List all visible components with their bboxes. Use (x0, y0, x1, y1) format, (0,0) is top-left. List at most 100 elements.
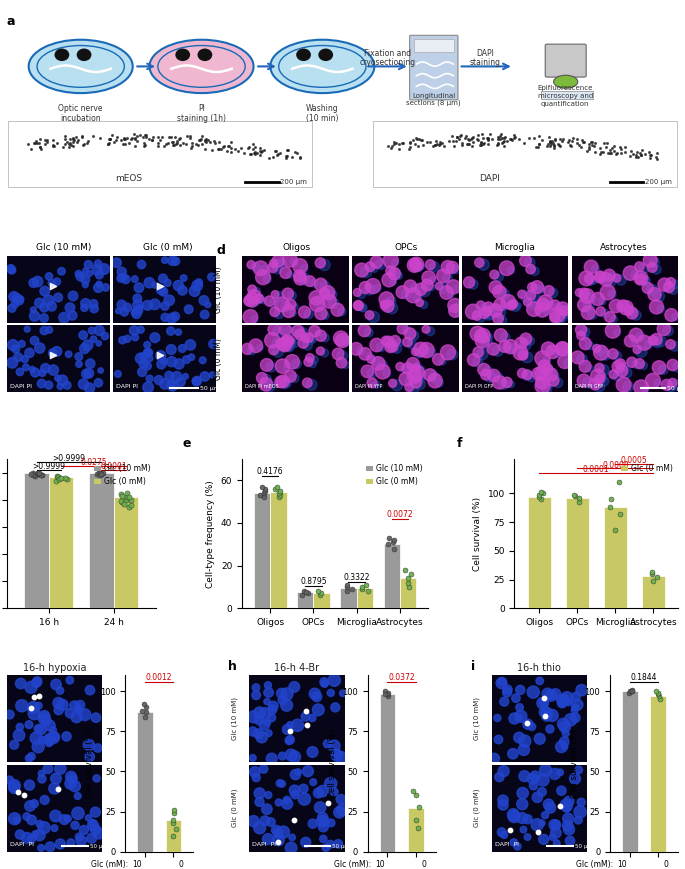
Text: Oligos: Oligos (283, 242, 311, 252)
Point (155, 34, 166, 48)
Point (463, 137, 474, 151)
Point (129, 132, 140, 146)
Point (428, 139, 439, 153)
Point (446, 59, 457, 73)
Point (117, 495, 128, 509)
Point (97, 467, 108, 481)
Point (77, 129, 88, 143)
Point (675, 76, 685, 90)
Point (115, 133, 126, 147)
Point (537, 606, 548, 620)
Point (345, 109, 356, 123)
Point (659, 0, 670, 3)
Point (482, 587, 493, 601)
Point (369, 275, 380, 289)
Point (28, 136, 39, 149)
Point (141, 128, 152, 142)
Point (412, 820, 423, 834)
Point (124, 490, 135, 504)
Point (172, 168, 183, 182)
Point (451, 134, 462, 148)
Text: cryosectioning: cryosectioning (360, 58, 416, 68)
Point (624, 686, 635, 700)
Point (474, 138, 485, 152)
Point (95, 467, 106, 481)
Text: 0: 0 (179, 860, 184, 869)
Point (536, 133, 547, 147)
Point (440, 507, 451, 521)
Point (555, 192, 566, 206)
Point (574, 494, 585, 508)
Text: 0.4176: 0.4176 (257, 468, 284, 476)
Point (597, 227, 608, 241)
Point (552, 123, 563, 137)
Point (275, 146, 286, 160)
Point (625, 149, 636, 163)
Ellipse shape (296, 49, 311, 61)
Point (482, 134, 493, 148)
Point (384, 115, 395, 129)
Text: i: i (471, 660, 475, 673)
Bar (314, 594, 330, 608)
Point (79, 137, 90, 151)
Point (250, 145, 261, 159)
Point (78, 138, 89, 152)
Point (601, 136, 612, 149)
Point (310, 174, 321, 188)
Point (638, 91, 649, 105)
Point (125, 132, 136, 146)
Point (403, 572, 414, 586)
Point (386, 139, 397, 153)
Point (480, 482, 491, 496)
Text: 0.0372: 0.0372 (388, 673, 415, 682)
Point (558, 696, 569, 710)
Point (345, 651, 356, 665)
Point (377, 74, 388, 88)
Point (342, 578, 353, 592)
Point (35, 140, 46, 154)
Point (655, 693, 666, 706)
Text: staining: staining (470, 58, 501, 68)
Point (158, 139, 169, 153)
Point (540, 163, 551, 177)
Point (169, 646, 179, 660)
Point (369, 141, 379, 155)
Point (678, 165, 685, 179)
Bar (408, 808, 423, 852)
Point (475, 135, 486, 149)
Point (586, 87, 597, 101)
Point (534, 488, 545, 501)
Point (243, 140, 254, 154)
Point (331, 300, 342, 314)
Point (257, 143, 268, 157)
Point (650, 196, 661, 210)
Point (34, 466, 45, 480)
Point (112, 130, 123, 144)
Point (392, 142, 403, 156)
Point (201, 286, 212, 300)
Point (411, 131, 422, 145)
Point (571, 136, 582, 150)
Point (653, 687, 664, 701)
Point (163, 129, 174, 143)
Point (456, 129, 467, 143)
Point (488, 533, 499, 547)
Point (126, 131, 137, 145)
Point (505, 282, 516, 295)
Point (508, 128, 519, 142)
Point (416, 92, 427, 106)
Text: Glc (0 mM): Glc (0 mM) (232, 789, 238, 827)
Point (660, 255, 671, 269)
Point (50, 474, 61, 488)
Point (422, 135, 433, 149)
Point (275, 484, 286, 498)
Text: 200 µm: 200 µm (645, 180, 671, 185)
Point (434, 24, 445, 38)
Point (336, 409, 347, 423)
Text: PI
staining (1h): PI staining (1h) (177, 103, 226, 123)
Point (434, 135, 445, 149)
Point (494, 132, 505, 146)
Point (669, 74, 680, 88)
Point (519, 175, 530, 189)
Point (610, 147, 621, 161)
